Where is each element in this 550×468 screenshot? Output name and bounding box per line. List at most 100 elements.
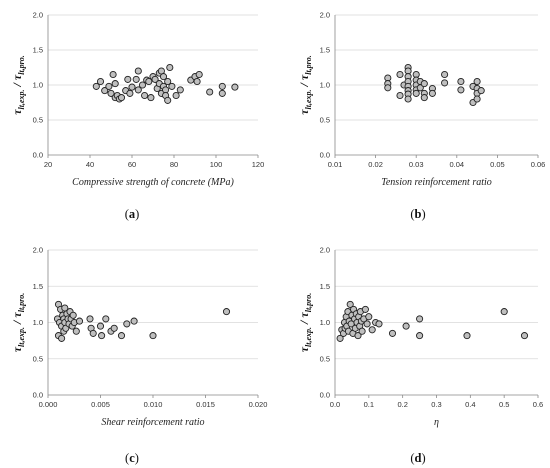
data-point — [101, 87, 109, 95]
y-axis-label-part: / τ — [10, 74, 24, 89]
x-tick-label: 0.01 — [328, 160, 343, 169]
data-point — [520, 332, 529, 340]
y-tick-label: 2.0 — [33, 246, 43, 255]
y-axis-label-part: τ — [10, 109, 24, 115]
data-point — [92, 82, 100, 90]
y-axis-label-part: lt,exp. — [304, 89, 313, 109]
y-tick-label: 1.5 — [33, 46, 43, 55]
panel-caption: (c) — [125, 451, 139, 465]
x-tick-label: 0.000 — [39, 400, 58, 409]
data-point — [336, 334, 344, 342]
x-axis-label: Shear reinforcement ratio — [101, 417, 204, 428]
data-point — [172, 91, 180, 100]
data-point — [416, 332, 424, 340]
data-point — [176, 86, 184, 94]
y-tick-label: 0.0 — [320, 391, 330, 400]
data-point — [195, 70, 203, 79]
x-tick-label: 0.0 — [330, 400, 340, 409]
y-tick-label: 1.5 — [320, 282, 330, 291]
data-point — [75, 317, 84, 325]
data-point — [58, 334, 66, 342]
y-axis-label: τlt,exp. / τlt,pro. — [10, 293, 26, 353]
data-point — [107, 89, 115, 97]
x-tick-label: 0.020 — [249, 400, 268, 409]
data-point — [365, 313, 373, 321]
x-tick-label: 0.02 — [368, 160, 383, 169]
y-tick-label: 1.5 — [320, 46, 330, 55]
data-point — [441, 79, 449, 87]
data-point — [117, 332, 126, 340]
x-tick-label: 0.5 — [499, 400, 509, 409]
data-point — [500, 308, 508, 316]
y-tick-label: 0.0 — [33, 391, 43, 400]
data-point — [473, 77, 481, 86]
data-point — [193, 77, 201, 86]
data-point — [109, 70, 117, 79]
data-point — [218, 89, 226, 97]
x-tick-label: 20 — [44, 160, 52, 169]
panel-d: 0.00.51.01.52.00.0 0.1 0.2 0.3 0.4 0.5 0.6ητlt… — [297, 246, 543, 466]
panel-caption: (a) — [125, 207, 140, 221]
y-axis-label-part: / τ — [297, 74, 311, 89]
y-tick-label: 0.5 — [320, 116, 330, 125]
data-point — [457, 86, 465, 94]
data-point — [358, 327, 366, 335]
data-point — [126, 89, 134, 97]
data-point — [231, 83, 239, 91]
data-point — [375, 320, 383, 328]
data-point — [164, 77, 172, 86]
y-axis-label-part: lt,exp. — [17, 89, 26, 109]
data-point — [402, 322, 410, 330]
y-axis-label-part: τ — [10, 346, 24, 352]
x-tick-label: 0.05 — [490, 160, 505, 169]
y-axis-label-part: lt,exp. — [304, 327, 313, 347]
data-point — [463, 332, 471, 340]
data-point — [473, 95, 481, 103]
y-axis-label-part: lt,pro. — [17, 293, 26, 313]
data-point — [159, 73, 168, 81]
data-point — [86, 315, 94, 323]
panel-b: 0.0 0.5 1.0 1.5 2.0 0.01 0.02 0.03 0.04 0.05 0.06 T… — [297, 11, 545, 222]
data-point — [96, 77, 105, 86]
y-tick-label: 1.0 — [320, 81, 330, 90]
x-tick-label: 100 — [210, 160, 223, 169]
y-tick-label: 0.0 — [33, 151, 43, 160]
data-point — [428, 89, 436, 97]
panel-letter: b — [415, 207, 422, 221]
y-axis-label: τlt,exp. / τlt,pro. — [10, 55, 26, 115]
y-tick-label: 1.0 — [320, 318, 330, 327]
x-tick-label: 120 — [252, 160, 265, 169]
panel-letter: c — [129, 451, 135, 465]
y-axis-label: τlt,exp. / τlt,pro. — [297, 55, 313, 115]
y-axis-label: τlt,exp. / τlt,pro. — [297, 293, 313, 353]
data-point — [206, 88, 214, 96]
data-point — [151, 75, 159, 83]
panel-c: 0.0 0.5 1.0 1.5 2.0 0.000 0.005 0.010 0.015 0.020… — [10, 246, 267, 466]
x-axis-label: Tension reinforcement ratio — [381, 177, 492, 188]
data-point — [117, 94, 126, 102]
data-point — [346, 300, 354, 308]
panel-a: 0.0 0.5 1.0 1.5 2.0 20 40 60 80 100 120 Compressive… — [10, 11, 264, 222]
y-tick-label: 0.5 — [33, 116, 43, 125]
x-tick-label: 0.3 — [431, 400, 441, 409]
y-axis-label-part: τ — [297, 109, 311, 115]
data-point — [166, 63, 174, 72]
x-axis-label: η — [434, 417, 439, 428]
x-tick-label: 0.03 — [409, 160, 424, 169]
y-axis-label-part: lt,pro. — [304, 55, 313, 75]
data-point — [98, 332, 106, 340]
panel-caption: (d) — [410, 451, 425, 465]
panel-letter: d — [415, 451, 422, 465]
y-axis-label-part: / τ — [10, 312, 24, 327]
data-point — [123, 320, 131, 328]
y-axis-label-part: τ — [297, 346, 311, 352]
data-point — [134, 86, 142, 94]
x-tick-label: 0.2 — [397, 400, 407, 409]
data-point — [404, 95, 412, 103]
data-point — [396, 91, 404, 100]
data-point — [128, 83, 136, 91]
x-tick-label: 0.6 — [533, 400, 543, 409]
data-point — [89, 329, 97, 337]
x-tick-label: 0.1 — [364, 400, 374, 409]
